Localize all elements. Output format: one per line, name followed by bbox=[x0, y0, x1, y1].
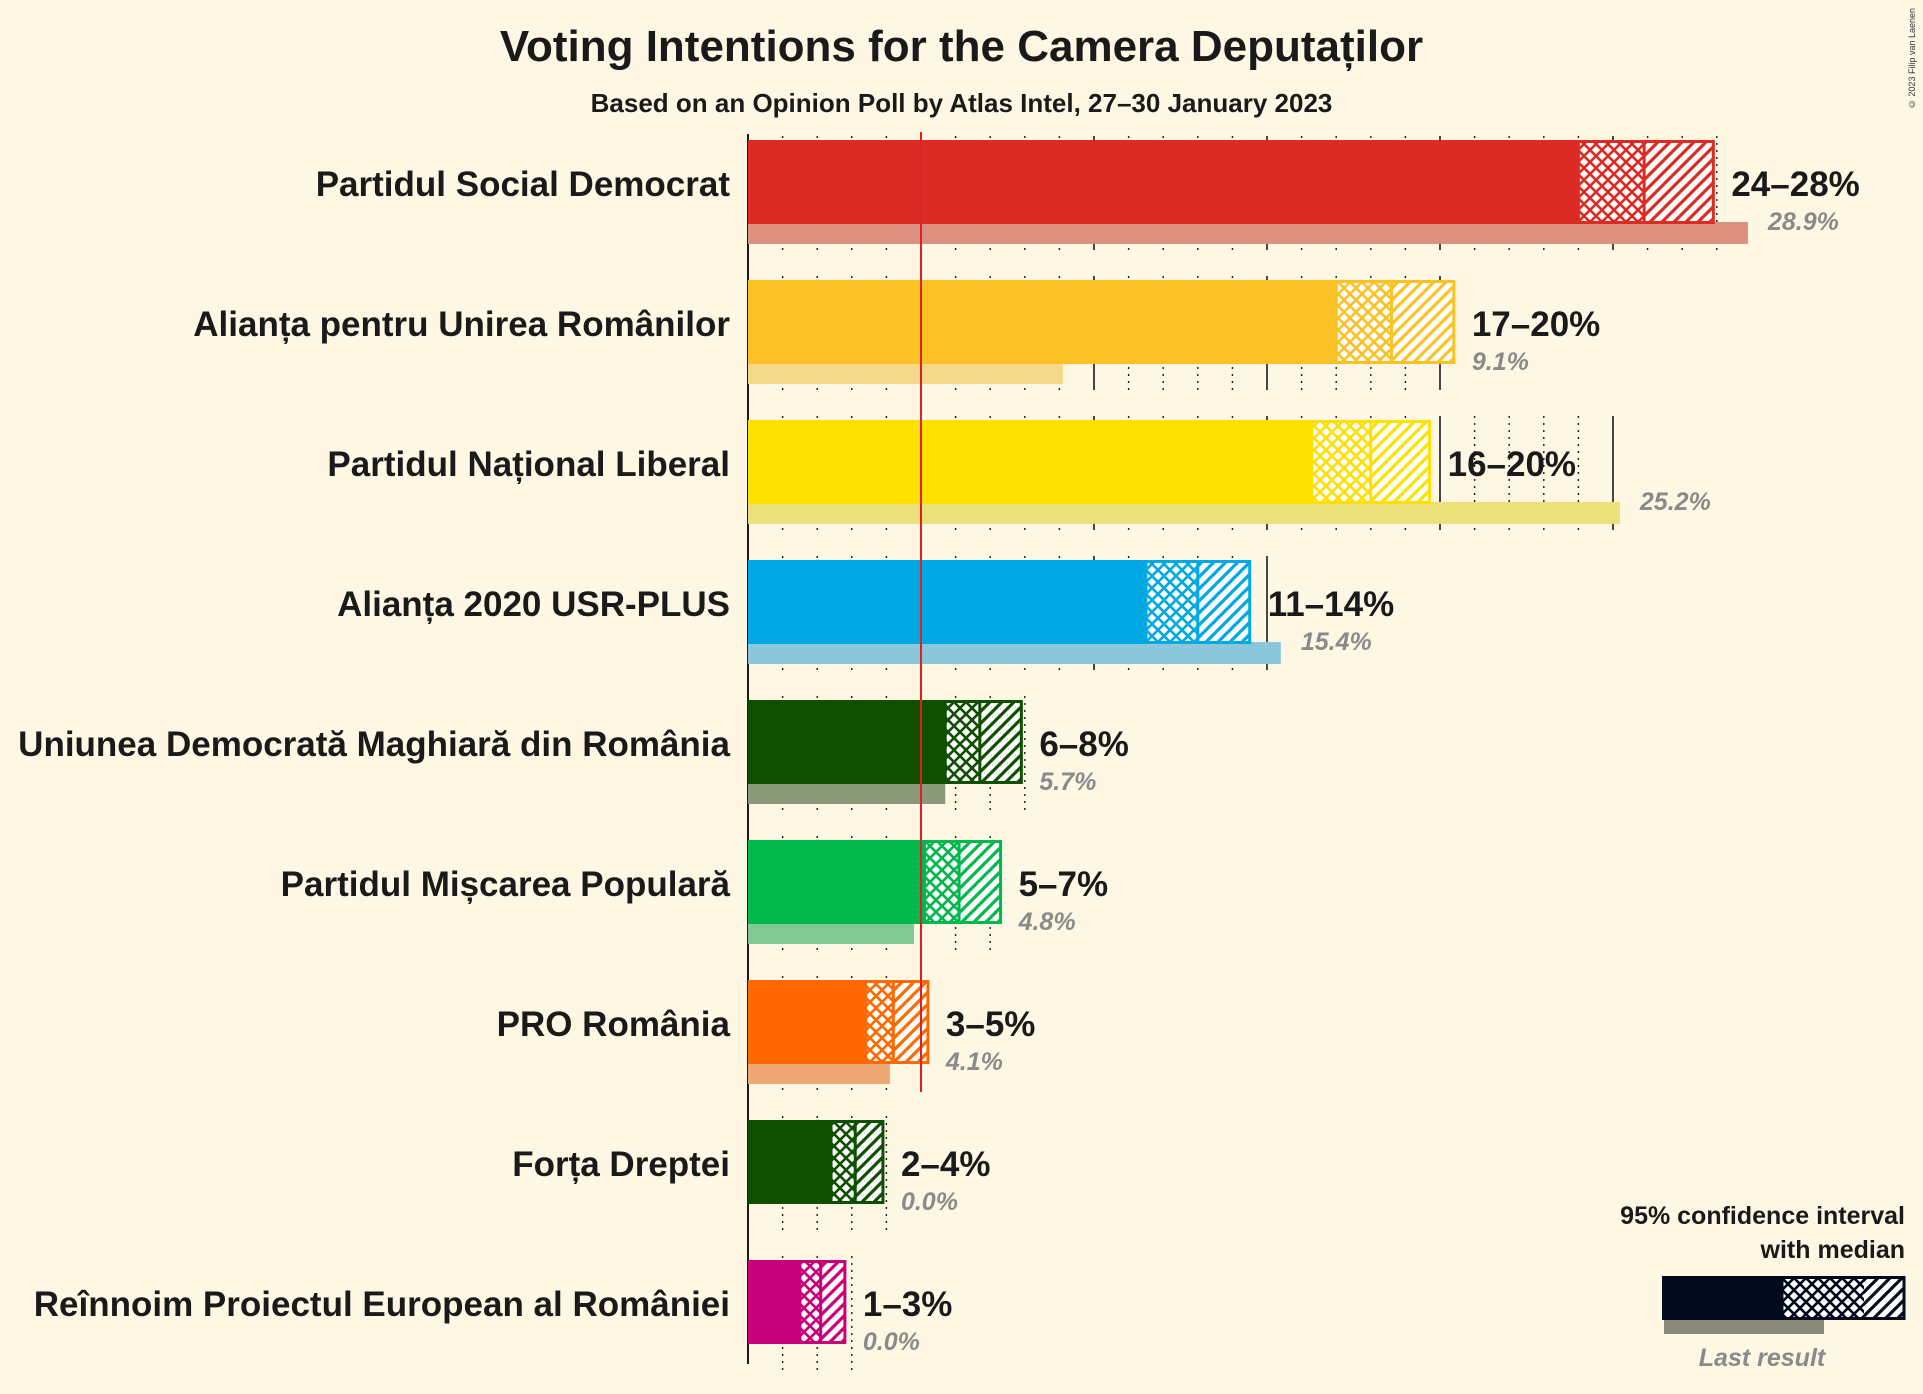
bar-ci-lower bbox=[945, 702, 980, 782]
last-result-label: 25.2% bbox=[1639, 488, 1711, 516]
range-label: 16–20% bbox=[1448, 445, 1576, 484]
bar-solid bbox=[748, 1260, 800, 1344]
bar-ci-outline bbox=[922, 840, 1003, 924]
last-result-bar bbox=[748, 502, 1620, 524]
bar-solid bbox=[748, 980, 866, 1064]
bar-ci-upper bbox=[1370, 422, 1430, 502]
bar-ci-lower bbox=[799, 1262, 821, 1342]
last-result-bar bbox=[748, 222, 1748, 244]
bar-ci-upper bbox=[979, 702, 1022, 782]
last-result-bar bbox=[748, 362, 1063, 384]
last-result-bar bbox=[748, 642, 1281, 664]
bar-solid bbox=[748, 700, 946, 784]
bar-ci-upper bbox=[855, 1122, 883, 1202]
party-label: Reînnoim Proiectul European al României bbox=[34, 1285, 730, 1324]
bar-ci-upper bbox=[1391, 282, 1454, 362]
last-result-bar bbox=[748, 782, 946, 804]
bar-ci-outline bbox=[1334, 280, 1456, 364]
bar-ci-lower bbox=[1578, 142, 1645, 222]
last-result-label: 0.0% bbox=[863, 1328, 920, 1356]
range-label: 1–3% bbox=[863, 1285, 953, 1324]
bar-ci-lower bbox=[831, 1122, 856, 1202]
range-label: 5–7% bbox=[1019, 865, 1109, 904]
bar-ci-outline bbox=[864, 980, 930, 1064]
bar-solid bbox=[748, 140, 1579, 224]
legend-outline bbox=[1780, 1276, 1906, 1320]
legend: 95% confidence interval with median Last r… bbox=[1620, 1202, 1906, 1372]
bar-ci-outline bbox=[943, 700, 1023, 784]
last-result-label: 5.7% bbox=[1039, 768, 1096, 796]
chart-title: Voting Intentions for the Camera Deputaț… bbox=[499, 22, 1424, 71]
bar-ci-lower bbox=[865, 982, 894, 1062]
bar-solid bbox=[748, 560, 1146, 644]
bar-solid bbox=[748, 420, 1312, 504]
bar-ci-lower bbox=[1145, 562, 1198, 642]
party-label: Partidul Social Democrat bbox=[316, 165, 731, 204]
party-label: Alianța pentru Unirea Românilor bbox=[193, 305, 730, 344]
bars-group bbox=[748, 132, 1748, 1344]
bar-ci-upper bbox=[893, 982, 928, 1062]
bar-ci-upper bbox=[1197, 562, 1250, 642]
legend-line1: 95% confidence interval bbox=[1620, 1202, 1905, 1230]
bar-ci-outline bbox=[829, 1120, 885, 1204]
bar-ci-lower bbox=[1336, 282, 1392, 362]
last-result-label: 9.1% bbox=[1472, 348, 1529, 376]
bar-solid bbox=[748, 1120, 832, 1204]
last-result-label: 15.4% bbox=[1301, 628, 1372, 656]
legend-line2: with median bbox=[1760, 1236, 1905, 1264]
bar-ci-lower bbox=[924, 842, 960, 922]
last-result-label: 0.0% bbox=[901, 1188, 958, 1216]
range-label: 24–28% bbox=[1731, 165, 1859, 204]
party-label: Partidul Mișcarea Populară bbox=[281, 865, 731, 904]
labels-group: Partidul Social Democrat 24–28% 28.9% Alian… bbox=[18, 165, 1860, 1356]
range-label: 6–8% bbox=[1039, 725, 1129, 764]
range-label: 3–5% bbox=[946, 1005, 1036, 1044]
party-label: PRO România bbox=[497, 1005, 731, 1044]
bar-ci-upper bbox=[959, 842, 1001, 922]
legend-solid bbox=[1662, 1276, 1782, 1320]
bar-ci-upper bbox=[1644, 142, 1714, 222]
legend-cross bbox=[1782, 1278, 1864, 1318]
range-label: 11–14% bbox=[1268, 585, 1395, 624]
last-result-label: 4.8% bbox=[1018, 908, 1076, 936]
bar-solid bbox=[748, 840, 925, 924]
bar-ci-lower bbox=[1311, 422, 1371, 502]
last-result-label: 28.9% bbox=[1767, 208, 1839, 236]
bar-ci-upper bbox=[820, 1262, 845, 1342]
last-result-bar bbox=[748, 922, 915, 944]
range-label: 17–20% bbox=[1472, 305, 1600, 344]
range-label: 2–4% bbox=[901, 1145, 991, 1184]
last-result-bar bbox=[748, 1062, 890, 1084]
legend-last-label: Last result bbox=[1699, 1344, 1827, 1372]
party-label: Partidul Național Liberal bbox=[327, 445, 730, 484]
chart-subtitle: Based on an Opinion Poll by Atlas Intel,… bbox=[590, 88, 1333, 118]
bar-ci-outline bbox=[1576, 140, 1715, 224]
party-label: Alianța 2020 USR-PLUS bbox=[337, 585, 730, 624]
party-label: Forța Dreptei bbox=[512, 1145, 730, 1184]
last-result-label: 4.1% bbox=[945, 1048, 1003, 1076]
party-label: Uniunea Democrată Maghiară din România bbox=[18, 725, 730, 764]
legend-hatch bbox=[1864, 1278, 1904, 1318]
bar-ci-outline bbox=[798, 1260, 847, 1344]
bar-solid bbox=[748, 280, 1337, 364]
